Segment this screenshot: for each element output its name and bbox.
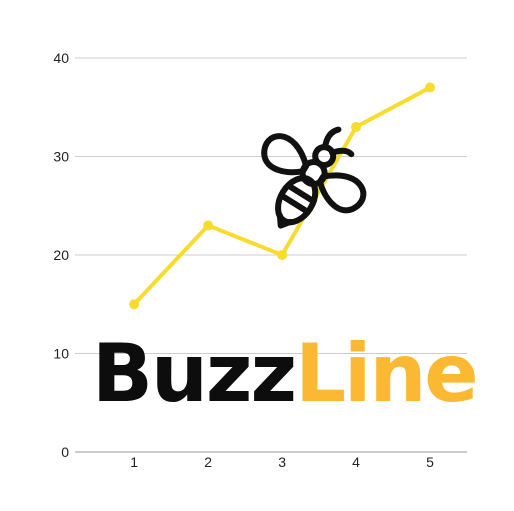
x-tick-label: 3 (278, 454, 286, 470)
logo-word-buzz: Buzz (92, 327, 297, 420)
buzzline-logo: BuzzLine (92, 327, 479, 420)
data-point (351, 121, 362, 132)
logo-word-line: Line (295, 327, 479, 420)
data-point (129, 299, 140, 310)
data-point (425, 82, 436, 93)
y-tick-label: 40 (53, 50, 69, 66)
x-axis-ticks: 1 2 3 4 5 (130, 454, 434, 470)
data-point (277, 250, 288, 260)
x-tick-label: 2 (204, 454, 212, 470)
series-line (129, 82, 436, 310)
data-point (203, 220, 214, 231)
grid-lines (75, 57, 467, 453)
x-tick-label: 1 (130, 454, 138, 470)
x-tick-label: 5 (426, 454, 434, 470)
bee-icon (261, 126, 367, 229)
y-tick-label: 30 (53, 149, 69, 165)
y-tick-label: 20 (53, 247, 69, 263)
y-tick-label: 0 (61, 444, 69, 460)
x-tick-label: 4 (352, 454, 360, 470)
y-axis-ticks: 0 10 20 30 40 (53, 50, 69, 460)
y-tick-label: 10 (53, 346, 69, 362)
